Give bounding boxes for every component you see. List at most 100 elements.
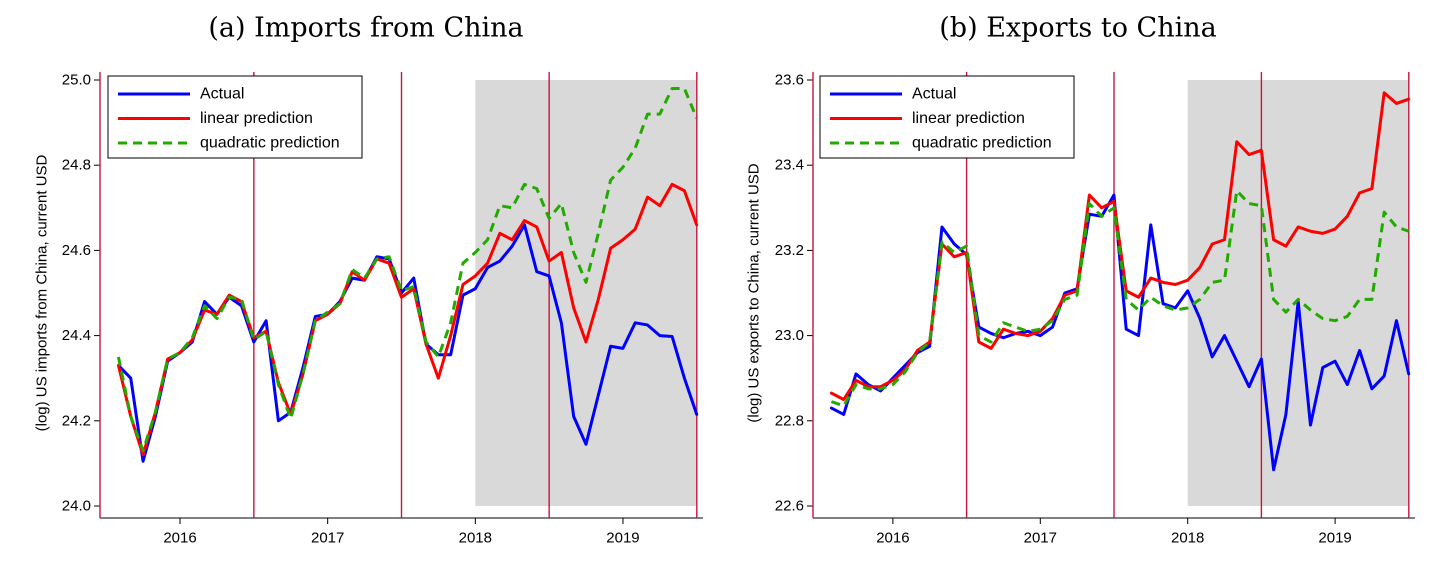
data-point xyxy=(425,341,427,343)
data-point xyxy=(1150,277,1152,279)
data-point xyxy=(142,460,144,462)
data-point xyxy=(561,252,563,254)
data-point xyxy=(253,341,255,343)
data-point xyxy=(953,252,955,254)
data-point xyxy=(339,303,341,305)
data-point xyxy=(1371,388,1373,390)
data-point xyxy=(659,335,661,337)
y-axis-label: (log) US exports to China, current USD xyxy=(746,163,763,422)
data-point xyxy=(1113,201,1115,203)
y-tick-label: 23.6 xyxy=(775,72,804,89)
data-point xyxy=(647,113,649,115)
data-point xyxy=(1297,299,1299,301)
data-point xyxy=(179,352,181,354)
data-point xyxy=(647,196,649,198)
data-point xyxy=(671,184,673,186)
data-point xyxy=(364,279,366,281)
data-point xyxy=(941,241,943,243)
data-point xyxy=(278,420,280,422)
data-point xyxy=(511,239,513,241)
data-point xyxy=(598,233,600,235)
data-point xyxy=(1273,299,1275,301)
data-point xyxy=(671,88,673,90)
data-point xyxy=(1371,299,1373,301)
data-point xyxy=(290,418,292,420)
data-point xyxy=(1187,290,1189,292)
data-point xyxy=(1347,216,1349,218)
data-point xyxy=(1211,243,1213,245)
data-point xyxy=(929,345,931,347)
data-point xyxy=(388,262,390,264)
data-point xyxy=(499,260,501,262)
data-point xyxy=(1052,326,1054,328)
data-point xyxy=(1285,311,1287,313)
data-point xyxy=(671,336,673,338)
data-point xyxy=(1003,322,1005,324)
data-point xyxy=(1261,358,1263,360)
data-point xyxy=(1150,224,1152,226)
data-point xyxy=(1138,335,1140,337)
data-point xyxy=(1273,239,1275,241)
series-line-quadratic-prediction xyxy=(830,189,1410,408)
data-point xyxy=(622,167,624,169)
y-tick-label: 24.6 xyxy=(62,242,91,259)
data-point xyxy=(1408,230,1410,232)
data-point xyxy=(843,399,845,401)
legend-label: linear prediction xyxy=(912,110,1025,127)
data-point xyxy=(1273,469,1275,471)
data-point xyxy=(1396,226,1398,228)
shaded-region xyxy=(475,80,697,506)
data-point xyxy=(1150,296,1152,298)
data-point xyxy=(1089,203,1091,205)
x-tick-label: 2019 xyxy=(606,530,639,547)
data-point xyxy=(1383,92,1385,94)
data-point xyxy=(573,252,575,254)
panel-title: (a) Imports from China xyxy=(208,13,523,44)
data-point xyxy=(1322,367,1324,369)
data-point xyxy=(1162,282,1164,284)
y-tick-label: 22.8 xyxy=(775,412,804,429)
data-point xyxy=(1101,207,1103,209)
data-point xyxy=(855,384,857,386)
data-point xyxy=(1334,228,1336,230)
data-point xyxy=(216,318,218,320)
data-point xyxy=(351,269,353,271)
data-point xyxy=(536,188,538,190)
legend-label: Actual xyxy=(200,86,244,103)
series-line-linear-prediction xyxy=(116,182,699,457)
data-point xyxy=(315,316,317,318)
data-point xyxy=(1322,318,1324,320)
data-point xyxy=(941,226,943,228)
data-point xyxy=(278,384,280,386)
data-point xyxy=(647,324,649,326)
data-point xyxy=(1334,320,1336,322)
data-point xyxy=(450,354,452,356)
data-point xyxy=(659,113,661,115)
data-point xyxy=(315,320,317,322)
data-point xyxy=(1408,373,1410,375)
data-point xyxy=(130,377,132,379)
data-point xyxy=(499,205,501,207)
data-point xyxy=(1052,320,1054,322)
data-point xyxy=(622,239,624,241)
x-tick-label: 2017 xyxy=(311,530,344,547)
data-point xyxy=(1383,375,1385,377)
data-point xyxy=(1224,239,1226,241)
data-point xyxy=(1125,299,1127,301)
data-point xyxy=(696,414,698,416)
data-point xyxy=(978,341,980,343)
data-point xyxy=(499,233,501,235)
y-tick-label: 25.0 xyxy=(62,72,91,89)
data-point xyxy=(155,411,157,413)
data-point xyxy=(376,258,378,260)
data-point xyxy=(142,454,144,456)
data-point xyxy=(1125,328,1127,330)
data-point xyxy=(487,267,489,269)
data-point xyxy=(462,262,464,264)
data-point xyxy=(474,252,476,254)
data-point xyxy=(401,296,403,298)
data-point xyxy=(204,305,206,307)
legend: Actual linear prediction quadratic predict… xyxy=(107,75,363,159)
data-point xyxy=(548,218,550,220)
